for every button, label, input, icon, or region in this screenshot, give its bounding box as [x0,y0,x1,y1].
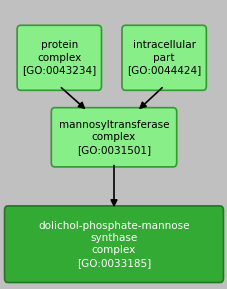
FancyBboxPatch shape [51,108,176,167]
Text: protein
complex
[GO:0043234]: protein complex [GO:0043234] [22,40,96,75]
Text: mannosyltransferase
complex
[GO:0031501]: mannosyltransferase complex [GO:0031501] [59,120,168,155]
FancyBboxPatch shape [121,25,205,90]
FancyBboxPatch shape [5,206,222,283]
FancyBboxPatch shape [17,25,101,90]
Text: intracellular
part
[GO:0044424]: intracellular part [GO:0044424] [126,40,200,75]
Text: dolichol-phosphate-mannose
synthase
complex
[GO:0033185]: dolichol-phosphate-mannose synthase comp… [38,221,189,268]
